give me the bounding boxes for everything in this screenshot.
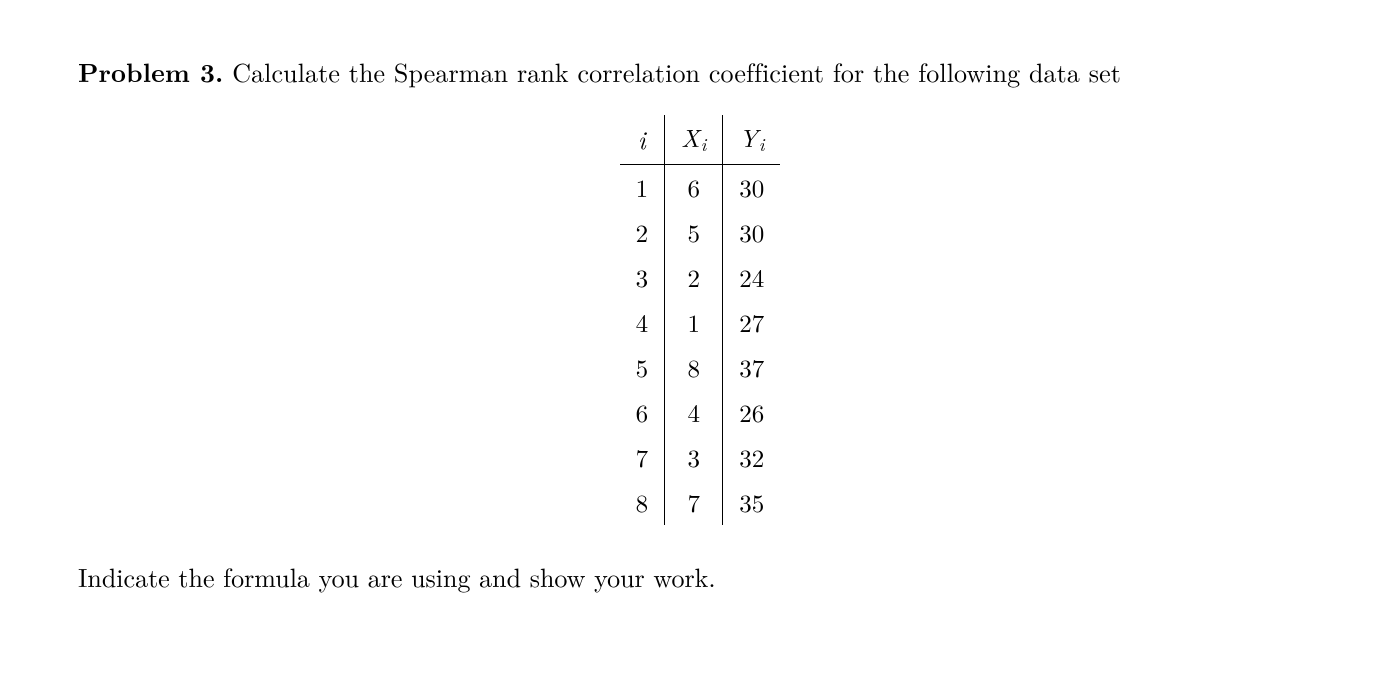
table-row: 5 8 37 [620,345,781,390]
cell-y: 26 [723,390,781,435]
cell-i: 1 [620,165,665,211]
table-row: 3 2 24 [620,255,781,300]
cell-i: 5 [620,345,665,390]
column-header-x: Xi [665,115,723,164]
table-row: 7 3 32 [620,435,781,480]
problem-statement: Problem 3. Calculate the Spearman rank c… [78,54,1322,89]
cell-x: 4 [665,390,723,435]
cell-y: 24 [723,255,781,300]
problem-label: Problem 3. [78,53,223,90]
cell-x: 8 [665,345,723,390]
cell-y: 37 [723,345,781,390]
data-table: i Xi Yi 1 6 30 2 5 30 [620,115,781,525]
table-body: 1 6 30 2 5 30 3 2 24 4 1 27 [620,165,781,526]
column-header-y: Yi [723,115,781,164]
cell-y: 32 [723,435,781,480]
cell-i: 7 [620,435,665,480]
cell-i: 2 [620,210,665,255]
cell-i: 4 [620,300,665,345]
cell-i: 3 [620,255,665,300]
table-row: 2 5 30 [620,210,781,255]
column-header-y-base: Y [739,120,758,155]
table-header-row: i Xi Yi [620,115,781,164]
data-table-wrap: i Xi Yi 1 6 30 2 5 30 [78,115,1322,525]
page: Problem 3. Calculate the Spearman rank c… [0,0,1400,594]
table-row: 4 1 27 [620,300,781,345]
column-header-x-base: X [681,120,700,155]
cell-x: 5 [665,210,723,255]
table-row: 6 4 26 [620,390,781,435]
table-header: i Xi Yi [620,115,781,164]
table-row: 1 6 30 [620,165,781,211]
cell-y: 30 [723,165,781,211]
column-header-x-sub: i [701,132,707,157]
closing-instruction: Indicate the formula you are using and s… [78,559,1322,594]
cell-y: 27 [723,300,781,345]
cell-i: 8 [620,480,665,525]
cell-y: 35 [723,480,781,525]
cell-x: 2 [665,255,723,300]
column-header-y-sub: i [759,132,765,157]
cell-x: 1 [665,300,723,345]
column-header-i: i [620,115,665,164]
cell-x: 7 [665,480,723,525]
cell-y: 30 [723,210,781,255]
problem-text: Calculate the Spearman rank correlation … [232,53,1121,90]
cell-x: 6 [665,165,723,211]
table-row: 8 7 35 [620,480,781,525]
cell-i: 6 [620,390,665,435]
cell-x: 3 [665,435,723,480]
